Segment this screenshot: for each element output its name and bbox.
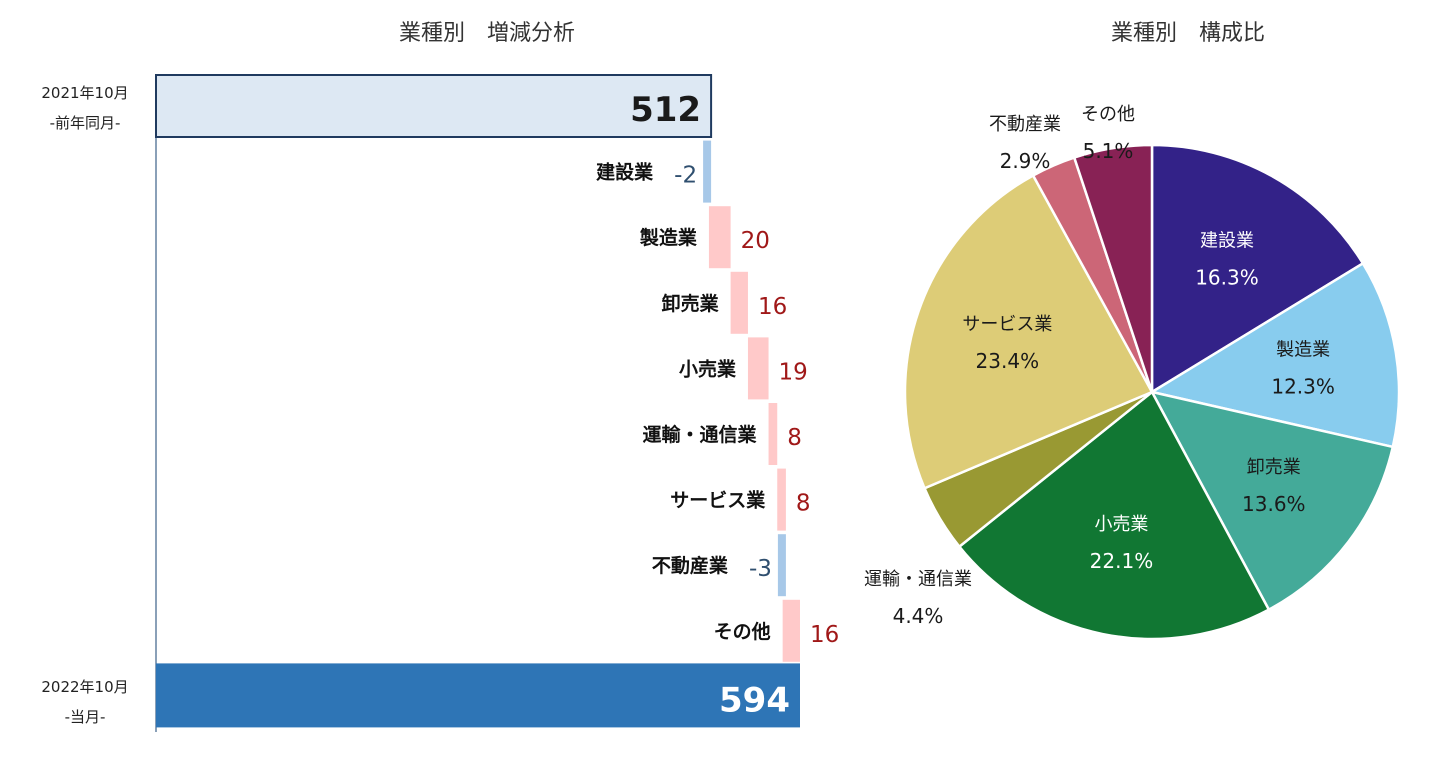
pie-chart: 業種別 構成比 建設業 16.3% 製造業 12.3% 卸売業 13.6% 小売業 22.1%… <box>864 21 1401 641</box>
category-label: 製造業 <box>639 226 698 249</box>
value-label: -2 <box>674 163 697 189</box>
waterfall-chart: 業種別 増減分析 2021年10月 -前年同月- 2022年10月 -当月- 5… <box>41 21 839 732</box>
pie-slice <box>1072 143 1154 393</box>
category-label: その他 <box>714 620 771 643</box>
pie-slice <box>1150 143 1365 395</box>
category-label: 建設業 <box>596 161 654 184</box>
pie-title: 業種別 構成比 <box>1111 21 1265 46</box>
waterfall-bar <box>777 534 786 597</box>
pie-slice-label: 小売業 <box>1094 514 1148 535</box>
waterfall-bars: 512 建設業 -2 製造業 20 卸売業 16 小売業 19 運輸・通信業 8 サービス業 8 不動産業… <box>155 74 839 728</box>
pie-slice-value: 23.4% <box>976 349 1040 373</box>
end-label-sub: -当月- <box>65 708 106 726</box>
pie-slice-label: その他 <box>1081 104 1135 125</box>
waterfall-bar <box>782 599 800 662</box>
waterfall-bar <box>777 468 786 531</box>
waterfall-bar <box>708 206 731 269</box>
value-label: 8 <box>796 491 811 517</box>
pie-slice-value: 5.1% <box>1083 139 1134 163</box>
pie-slice-value: 13.6% <box>1242 492 1306 516</box>
pie-slice-value: 4.4% <box>893 604 944 628</box>
waterfall-bar <box>703 140 712 203</box>
category-label: 卸売業 <box>662 292 720 315</box>
category-label: 運輸・通信業 <box>643 423 758 446</box>
pie-slice <box>1148 261 1401 449</box>
start-label-date: 2021年10月 <box>41 84 128 102</box>
end-bar <box>156 663 800 728</box>
value-label: 16 <box>810 622 839 648</box>
category-label: サービス業 <box>670 489 766 512</box>
pie-slice-value: 22.1% <box>1090 549 1154 573</box>
pie-slices <box>903 143 1401 641</box>
pie-slice-label: 運輸・通信業 <box>864 569 972 590</box>
pie-slice-value: 16.3% <box>1195 265 1259 289</box>
start-value-label: 512 <box>630 90 701 130</box>
waterfall-bar <box>730 271 748 334</box>
pie-slice-label: 卸売業 <box>1247 457 1301 478</box>
pie-slice-label: 不動産業 <box>989 114 1061 135</box>
end-label-date: 2022年10月 <box>41 678 128 696</box>
pie-slice-label: サービス業 <box>962 314 1052 335</box>
pie-slice-label: 建設業 <box>1200 230 1254 251</box>
pie-slice <box>957 390 1271 641</box>
value-label: 19 <box>779 359 808 385</box>
end-value-label: 594 <box>719 680 790 720</box>
start-label-sub: -前年同月- <box>50 114 121 132</box>
pie-slice-value: 12.3% <box>1271 374 1335 398</box>
pie-slice-label: 製造業 <box>1276 339 1330 360</box>
value-label: 8 <box>787 425 802 451</box>
category-label: 小売業 <box>679 357 737 380</box>
category-label: 不動産業 <box>652 554 729 577</box>
waterfall-bar <box>747 337 769 400</box>
value-label: 16 <box>758 294 787 320</box>
waterfall-title: 業種別 増減分析 <box>399 21 575 46</box>
pie-slice-value: 2.9% <box>1000 149 1051 173</box>
start-bar <box>155 74 713 138</box>
value-label: 20 <box>741 228 770 254</box>
value-label: -3 <box>749 556 772 582</box>
pie-labels: 建設業 16.3% 製造業 12.3% 卸売業 13.6% 小売業 22.1% 運輸・通信業 4.… <box>864 104 1335 628</box>
pie-slice <box>1149 390 1395 612</box>
pie-slice <box>903 173 1154 490</box>
waterfall-bar <box>768 403 778 465</box>
